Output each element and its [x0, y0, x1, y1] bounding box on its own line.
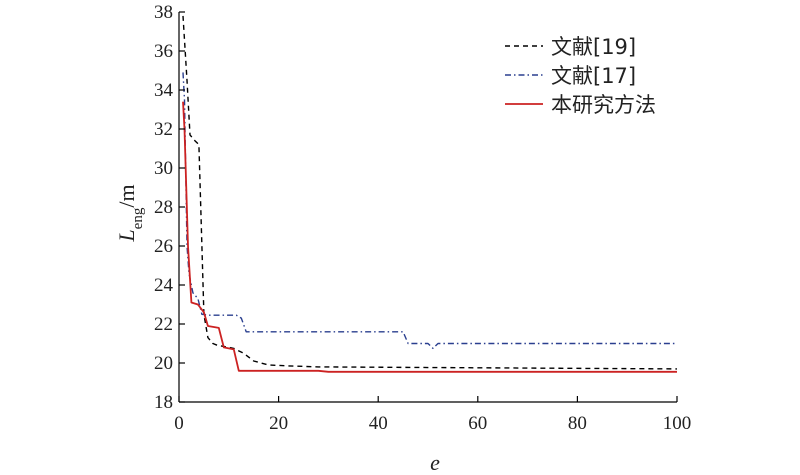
- legend: 文献[19] 文献[17] 本研究方法: [505, 35, 656, 117]
- y-tick-label: 38: [154, 2, 173, 23]
- y-tick-label: 22: [154, 314, 173, 335]
- y-tick-label: 24: [154, 275, 174, 296]
- y-tick-label: 34: [154, 80, 174, 101]
- x-tick-label: 20: [269, 413, 288, 434]
- x-axis-title: e: [430, 450, 440, 475]
- plot-area: [182, 15, 678, 373]
- x-tick-label: 60: [468, 413, 487, 434]
- y-tick-label: 26: [154, 236, 173, 257]
- y-tick-label: 36: [154, 41, 173, 62]
- y-tick-label: 18: [154, 392, 173, 413]
- y-tick-label: 32: [154, 119, 173, 140]
- series-line-3: [182, 101, 677, 373]
- x-axis: 0 20 40 60 80 100: [174, 396, 691, 434]
- legend-label-2: 文献[17]: [551, 64, 636, 88]
- y-axis: 18 20 22 24 26 28 30 32 34 36 38: [154, 2, 185, 413]
- y-tick-label: 28: [154, 197, 173, 218]
- y-axis-title-sub: eng: [130, 207, 146, 229]
- legend-label-1: 文献[19]: [551, 35, 636, 59]
- series-line-1: [182, 15, 678, 370]
- legend-label-3: 本研究方法: [551, 93, 656, 117]
- x-tick-label: 80: [568, 413, 587, 434]
- y-axis-title-unit: /m: [114, 184, 139, 207]
- x-tick-label: 100: [663, 413, 692, 434]
- x-tick-label: 0: [174, 413, 184, 434]
- x-tick-label: 40: [369, 413, 388, 434]
- y-tick-label: 30: [154, 158, 173, 179]
- y-axis-title: Leng/m: [114, 184, 146, 242]
- y-axis-title-main: L: [114, 229, 139, 242]
- y-tick-label: 20: [154, 353, 173, 374]
